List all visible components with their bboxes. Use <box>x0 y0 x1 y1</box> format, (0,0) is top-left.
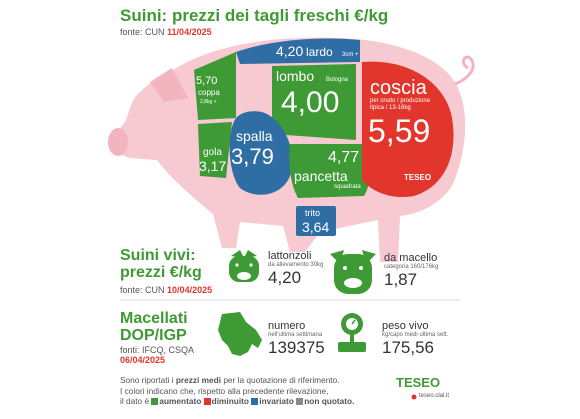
scale-icon <box>338 313 366 352</box>
live-title-line2: prezzi €/kg <box>120 264 202 281</box>
coppa-name: coppa <box>198 88 220 97</box>
cut-gola <box>198 122 232 178</box>
legend-non-quotato: non quotato. <box>304 396 355 406</box>
coscia-note-2: tipica / 13-16kg <box>370 105 411 111</box>
peso-note: kg/capo medi ultima sett. <box>382 332 449 338</box>
piglet-icon <box>229 250 259 282</box>
macello-note: categoria 160/176kg <box>384 264 439 270</box>
lattonzoli-block: lattonzoli da allevamento 30kg 4,20 <box>268 250 338 288</box>
lombo-value: 4,00 <box>281 86 339 119</box>
legend-swatch-invariato <box>251 398 259 405</box>
cut-coppa <box>194 52 236 120</box>
lombo-name: lombo <box>276 68 314 84</box>
coscia-note-1: per crudo / produzione <box>370 98 431 104</box>
dop-source: fonti: IFCQ, CSQA <box>120 345 195 355</box>
legend-aumentato: aumentato <box>159 396 202 406</box>
legend-diminuito: diminuito <box>211 396 249 406</box>
footer-line1-b: prezzi medi <box>175 375 221 385</box>
spalla-value: 3,79 <box>231 144 274 169</box>
live-source-prefix: fonte: CUN <box>120 285 165 295</box>
macello-value: 1,87 <box>384 270 418 289</box>
footer-line3: il dato è aumentato diminuito invariato … <box>120 396 400 407</box>
footer-line1: Sono riportati i prezzi medi per la quot… <box>120 375 400 386</box>
lattonzoli-note: da allevamento 30kg <box>268 262 324 268</box>
footer-line1-a: Sono riportati i <box>120 375 174 385</box>
coscia-name: coscia <box>370 77 428 99</box>
footer-line2: I colori indicano che, rispetto alla pre… <box>120 385 329 396</box>
macello-block: da macello categoria 160/176kg 1,87 <box>384 252 464 290</box>
dop-date: 06/04/2025 <box>120 355 166 365</box>
lattonzoli-value: 4,20 <box>268 268 302 287</box>
pancetta-value: 4,77 <box>328 149 359 166</box>
dop-title-line1: Macellati <box>120 310 188 327</box>
coscia-value: 5,59 <box>368 113 430 149</box>
italy-map-icon <box>218 312 262 356</box>
page-title: Suini: prezzi dei tagli freschi €/kg <box>120 6 389 25</box>
header-source: fonte: CUN 11/04/2025 <box>120 27 212 37</box>
footer-brand-dot <box>411 394 417 400</box>
live-source: fonte: CUN 10/04/2025 <box>120 285 212 295</box>
numero-name: numero <box>268 320 306 332</box>
cut-coscia <box>362 61 454 198</box>
dop-title: Macellati DOP/IGP <box>120 310 188 344</box>
trito-name: trito <box>305 208 320 218</box>
dop-title-line2: DOP/IGP <box>120 327 187 344</box>
legend-swatch-non-quotato <box>296 398 304 405</box>
pancetta-name: pancetta <box>294 168 348 184</box>
lardo-name: lardo <box>306 45 333 59</box>
coppa-note: 2,8kg + <box>200 99 217 105</box>
lardo-value: 4,20 <box>276 43 303 59</box>
teseo-watermark: TESEO <box>404 173 431 182</box>
cut-spalla <box>229 111 293 195</box>
pig-tail <box>454 55 475 86</box>
cut-lombo <box>272 64 356 140</box>
trito-value: 3,64 <box>302 219 329 235</box>
gola-name: gola <box>203 147 222 158</box>
coppa-value: 5,70 <box>196 75 217 87</box>
pancetta-note: squadrata <box>334 184 361 190</box>
footer-brand-logo: TESEO <box>396 375 440 390</box>
lombo-note: Bologna <box>326 77 349 83</box>
pig-snout <box>108 128 128 156</box>
numero-block: numero nell'ultima settimana 139375 <box>268 320 348 358</box>
numero-note: nell'ultima settimana <box>268 332 323 338</box>
lattonzoli-name: lattonzoli <box>268 250 312 262</box>
lardo-note: 3cm + <box>342 52 359 58</box>
legend-swatch-aumentato <box>151 398 159 405</box>
legend-invariato: invariato <box>259 396 294 406</box>
spalla-name: spalla <box>236 128 273 144</box>
footer-line1-c: per la quotazione di riferimento. <box>223 375 340 385</box>
macello-name: da macello <box>384 252 438 264</box>
cut-trito <box>296 206 336 236</box>
live-title: Suini vivi: prezzi €/kg <box>120 247 202 281</box>
live-title-line1: Suini vivi: <box>120 247 196 264</box>
numero-value: 139375 <box>268 338 325 357</box>
live-source-date: 10/04/2025 <box>167 285 213 295</box>
header-source-prefix: fonte: CUN <box>120 27 165 37</box>
legend-swatch-diminuito <box>203 398 211 405</box>
cut-lardo <box>236 38 360 64</box>
header-source-date: 11/04/2025 <box>167 27 212 37</box>
peso-block: peso vivo kg/capo medi ultima sett. 175,… <box>382 320 472 358</box>
footer-line3-a: il dato è <box>120 396 150 406</box>
gola-value: 3,17 <box>199 158 226 174</box>
footer-brand-url[interactable]: teseo.clal.it <box>419 393 450 399</box>
peso-value: 175,56 <box>382 338 434 357</box>
pig-ear <box>150 68 188 102</box>
pig-head-icon <box>330 250 376 294</box>
peso-name: peso vivo <box>382 320 429 332</box>
footer-note: Sono riportati i prezzi medi per la quot… <box>120 375 400 407</box>
cut-pancetta <box>289 144 370 198</box>
